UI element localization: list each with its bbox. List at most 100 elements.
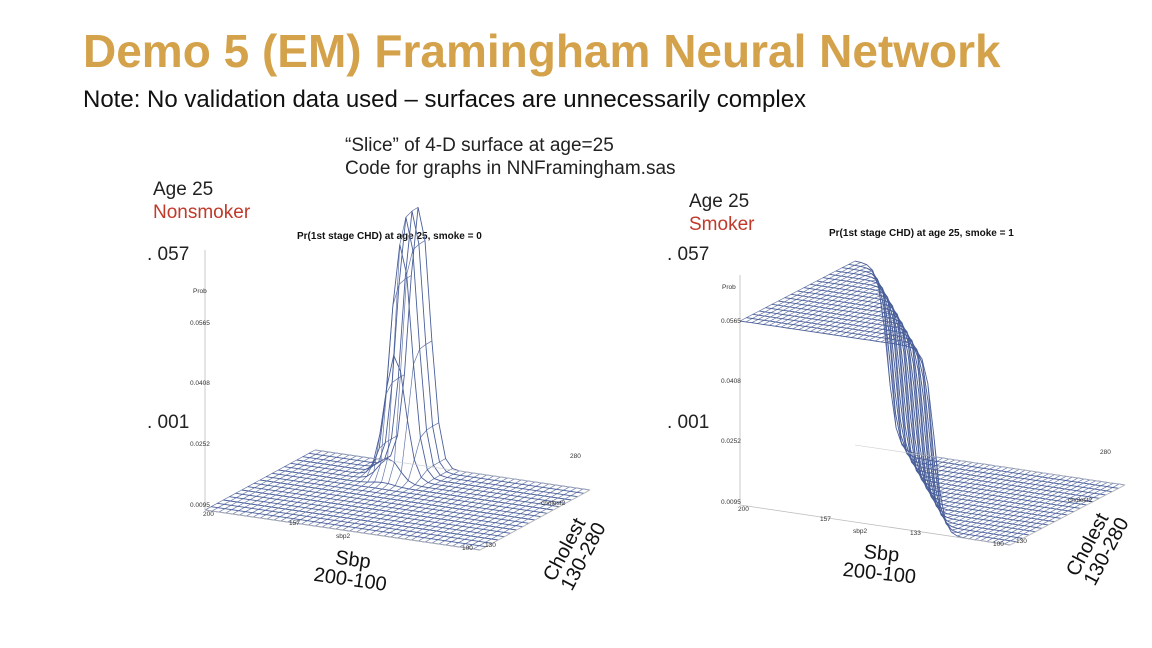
right-axes (739, 275, 1126, 546)
left-mesh-line-u14 (301, 275, 412, 525)
left-ytick-2: 130 (485, 542, 496, 549)
left-mesh-line-u34 (438, 483, 549, 545)
right-mesh-line-u13 (816, 297, 932, 463)
right-mesh-line-u4 (763, 270, 879, 325)
right-mesh-line-u26 (892, 337, 1008, 503)
right-mesh-line-u40 (974, 479, 1090, 541)
left-mesh-line-u22 (356, 471, 467, 533)
left-xtick-3: 100 (462, 545, 473, 552)
left-mesh-line-u7 (252, 456, 364, 518)
left-mesh-line-u2 (218, 451, 329, 513)
left-x-axis (204, 509, 481, 551)
right-mesh-line-u7 (780, 279, 897, 428)
left-mesh-line-u20 (342, 468, 453, 531)
right-ytick-1: 280 (1100, 449, 1111, 456)
caption-line-2: Code for graphs in NNFramingham.sas (345, 158, 676, 179)
right-mesh-line-u42 (986, 481, 1102, 542)
left-mesh-line-u29 (404, 478, 515, 540)
caption-line-1: “Slice” of 4-D surface at age=25 (345, 135, 614, 156)
left-mesh-line-u3 (225, 452, 336, 514)
right-xtick-4: 100 (993, 541, 1004, 548)
left-mesh-line-u24 (369, 473, 481, 535)
left-mesh-line-u30 (411, 479, 522, 541)
left-mesh-line-u38 (466, 487, 577, 549)
right-ytick-2: 130 (1016, 538, 1027, 545)
right-mesh-line-u5 (769, 273, 885, 328)
left-age-label: Age 25 (153, 179, 214, 200)
left-group-label: Age 25 Nonsmoker (153, 178, 250, 224)
left-mesh-line-u39 (472, 488, 584, 550)
left-mesh-line-u27 (390, 476, 501, 538)
right-surface-mesh (739, 260, 1126, 546)
left-mesh-line-u5 (239, 454, 350, 516)
left-ztick-1: 0.0565 (190, 320, 210, 327)
left-mesh-line-u9 (266, 458, 378, 520)
right-mesh-line-u1 (745, 262, 862, 323)
right-mesh-line-u0 (739, 260, 856, 322)
left-mesh-line-u26 (383, 475, 494, 537)
right-mesh-line-u33 (933, 434, 1049, 524)
right-xaxis-name: sbp2 (853, 528, 868, 535)
left-surface-mesh (204, 207, 591, 551)
left-mesh-line-u12 (287, 435, 398, 523)
left-mesh-line-u35 (445, 484, 556, 546)
right-back-edge (854, 444, 1126, 486)
left-mesh-line-u19 (335, 458, 446, 530)
left-mesh-line-u0 (204, 449, 316, 511)
left-mesh-line-u25 (376, 474, 488, 536)
left-plot-title: Pr(1st stage CHD) at age 25, smoke = 0 (297, 231, 482, 242)
left-mesh-line-u37 (459, 486, 570, 548)
right-xtick-2: 157 (820, 516, 831, 523)
right-mesh-line-v15 (835, 270, 1106, 496)
right-mesh-line-u16 (833, 306, 950, 472)
left-mesh-line-u36 (452, 485, 563, 547)
right-mesh-line-u11 (804, 291, 920, 458)
right-mesh-line-u31 (921, 358, 1038, 518)
right-mesh-line-u43 (992, 482, 1108, 543)
left-annot-low: . 001 (147, 412, 190, 433)
slide-title: Demo 5 (EM) Framingham Neural Network (83, 25, 1001, 77)
left-ytick-1: 280 (570, 453, 581, 460)
left-back-edge (314, 449, 591, 491)
right-annot-low: . 001 (667, 412, 710, 433)
right-plot-title: Pr(1st stage CHD) at age 25, smoke = 1 (829, 228, 1014, 239)
left-ztick-3: 0.0252 (190, 441, 210, 448)
right-mesh-line-u34 (939, 474, 1055, 528)
right-zlabel: Prob (722, 284, 736, 291)
right-ztick-1: 0.0565 (721, 318, 741, 325)
left-mesh-line-u1 (211, 450, 323, 512)
left-mesh-line-u23 (362, 472, 474, 534)
right-mesh-line-u21 (863, 322, 979, 488)
left-mesh-line-u32 (424, 481, 536, 543)
right-age-label: Age 25 (689, 191, 750, 212)
right-mesh-line-u25 (886, 334, 1002, 500)
left-mesh-line-u4 (232, 453, 343, 515)
right-mesh-line-u19 (851, 316, 967, 482)
right-mesh-line-u18 (845, 313, 961, 479)
right-ztick-4: 0.0095 (721, 499, 741, 506)
left-xtick-1: 200 (203, 511, 214, 518)
left-axes (204, 250, 591, 551)
left-mesh-line-u31 (417, 480, 529, 542)
right-sbp-annotation: Sbp 200-100 (842, 540, 919, 588)
right-mesh-line-u10 (798, 288, 914, 454)
right-annot-high: . 057 (667, 244, 710, 265)
left-ztick-2: 0.0408 (190, 380, 210, 387)
left-xaxis-name: sbp2 (336, 533, 351, 540)
right-mesh-line-u9 (792, 285, 909, 452)
right-group-label: Age 25 Smoker (689, 190, 754, 236)
left-mesh-line-u16 (314, 240, 426, 527)
right-smoker-label: Smoker (689, 214, 755, 235)
left-mesh-line-u18 (328, 422, 439, 529)
right-mesh-line-u45 (1003, 483, 1120, 545)
left-mesh-line-u28 (397, 477, 508, 539)
left-mesh-line-u10 (273, 459, 384, 521)
right-mesh-line-u36 (951, 475, 1067, 533)
left-xtick-2: 157 (289, 520, 300, 527)
right-yaxis-name: cholest2 (1068, 497, 1093, 504)
left-mesh-line-u6 (246, 455, 357, 517)
left-mesh-line-u21 (349, 470, 460, 532)
right-mesh-line-u41 (980, 480, 1096, 541)
